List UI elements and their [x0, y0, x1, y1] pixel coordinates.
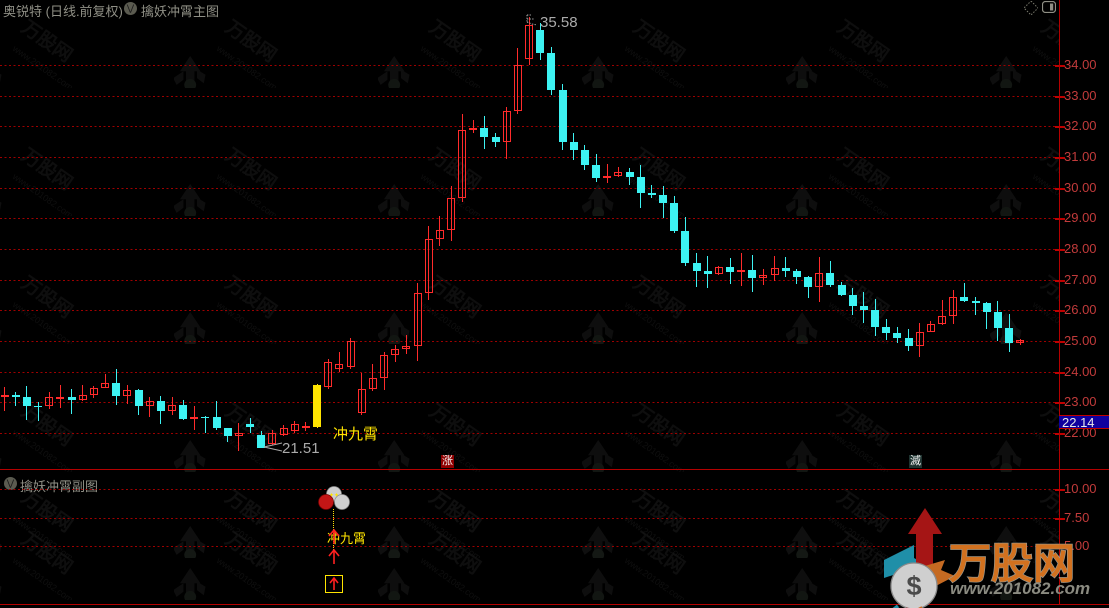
svg-text:$: $	[906, 571, 921, 601]
svg-text:www.201082.com: www.201082.com	[950, 579, 1090, 598]
svg-text:✦✦: ✦✦	[329, 492, 339, 499]
